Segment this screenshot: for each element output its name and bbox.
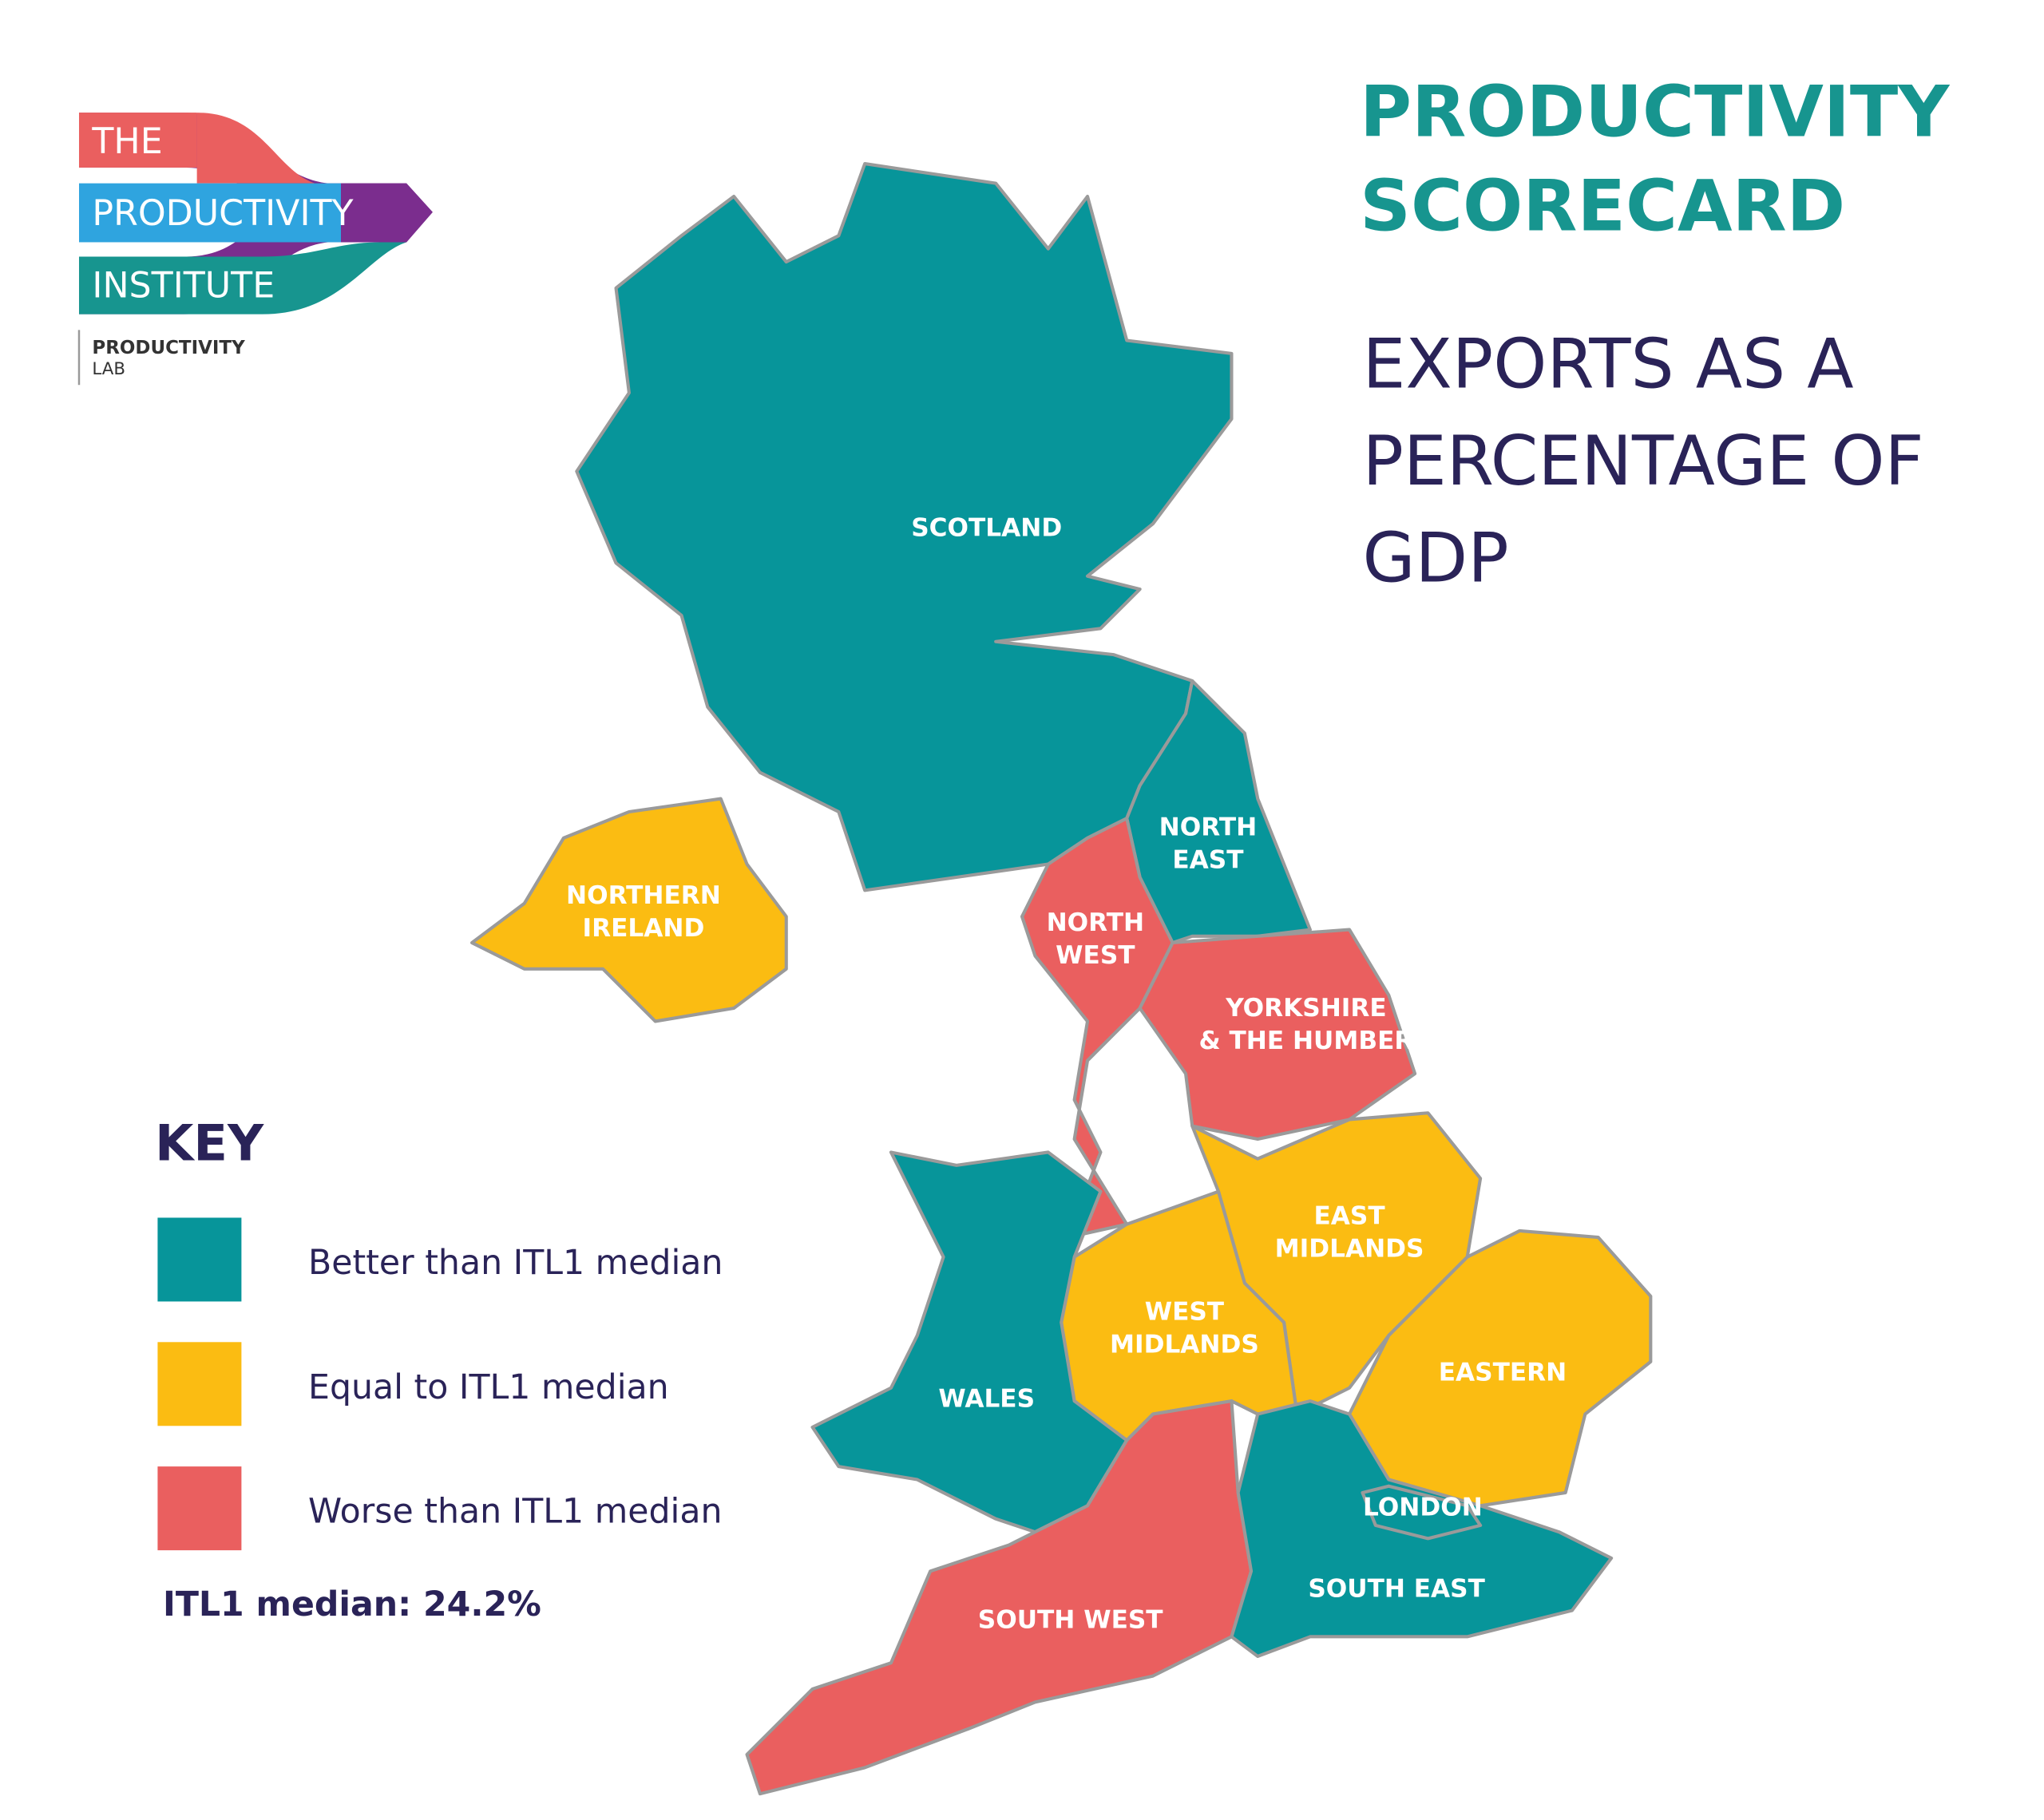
region-label: EAST <box>1172 845 1244 874</box>
region-label: EASTERN <box>1439 1359 1567 1387</box>
region-label: SOUTH EAST <box>1308 1574 1485 1603</box>
region-label: NORTH <box>1047 908 1144 937</box>
region-label: LONDON <box>1363 1494 1483 1522</box>
region-label: & THE HUMBER <box>1199 1027 1414 1055</box>
logo-band-teal <box>78 242 407 315</box>
logo-band-red-tail <box>196 113 315 184</box>
map: SCOTLAND NORTH EAST NORTH WEST YORKSHIRE & THE… <box>470 161 1653 1796</box>
region-label: SCOTLAND <box>911 514 1062 543</box>
logo-text: THE <box>91 121 162 162</box>
region-label: MIDLANDS <box>1275 1235 1424 1264</box>
key: KEY ITL1 median: 24.2% Better than ITL1 … <box>155 1114 723 1624</box>
logo-arrow <box>341 183 433 243</box>
region-label: NORTH <box>1159 813 1257 841</box>
key-swatch <box>157 1217 242 1302</box>
key-swatch <box>157 1466 242 1551</box>
region-label: YORKSHIRE <box>1225 994 1386 1023</box>
region-label: IRELAND <box>583 914 705 943</box>
key-label: Worse than ITL1 median <box>308 1492 722 1532</box>
region-label: NORTHERN <box>566 881 721 910</box>
title-line: SCORECARD <box>1360 165 1845 247</box>
key-label: Better than ITL1 median <box>308 1243 723 1283</box>
region-label: MIDLANDS <box>1110 1330 1259 1359</box>
region-label: WEST <box>1145 1297 1225 1326</box>
key-title: KEY <box>155 1114 264 1172</box>
region <box>1361 1484 1483 1541</box>
key-label: Equal to ITL1 median <box>308 1367 669 1407</box>
logo-text: PRODUCTIVITY <box>92 193 354 234</box>
region <box>1348 1228 1653 1508</box>
logo-band-blue <box>78 183 342 243</box>
logo-text: INSTITUTE <box>92 265 275 306</box>
lab-text: LAB <box>92 359 125 379</box>
lab-text: PRODUCTIVITY <box>92 338 245 358</box>
subtitle-line: PERCENTAGE OF <box>1362 422 1923 501</box>
logo-band-red <box>78 113 197 168</box>
key-note: ITL1 median: 24.2% <box>163 1585 541 1624</box>
region <box>745 1399 1254 1796</box>
region-label: WEST <box>1056 941 1135 970</box>
region <box>1125 679 1312 945</box>
logo: THE PRODUCTIVITY INSTITUTE PRODUCTIVITY … <box>77 113 433 386</box>
region <box>575 161 1234 892</box>
region-label: EAST <box>1314 1202 1386 1231</box>
subtitle-line: GDP <box>1362 519 1508 598</box>
region-label: WALES <box>938 1384 1035 1413</box>
subtitle-line: EXPORTS AS A <box>1362 326 1853 405</box>
region-label: SOUTH WEST <box>978 1606 1163 1635</box>
region <box>470 797 788 1023</box>
key-swatch <box>157 1342 242 1426</box>
title-line: PRODUCTIVITY <box>1360 71 1950 153</box>
